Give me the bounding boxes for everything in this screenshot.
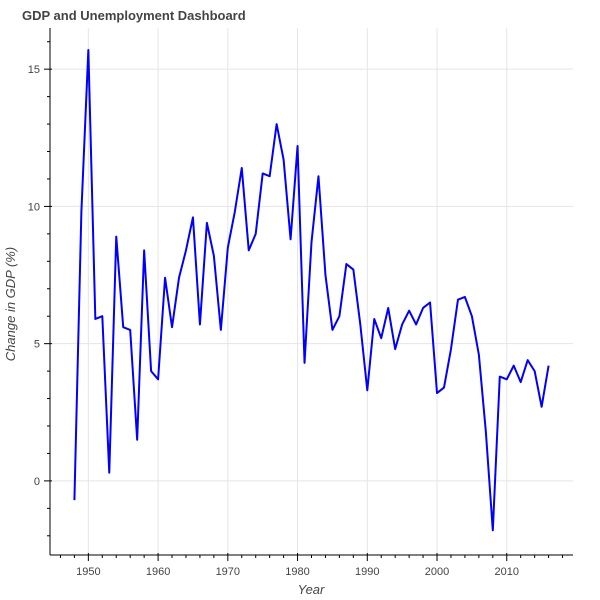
x-tick-label: 1970 [216,566,240,578]
y-tick-label: 10 [28,201,40,213]
chart-title: GDP and Unemployment Dashboard [22,8,246,23]
x-axis-title: Year [298,582,325,597]
y-axis-title: Change in GDP (%) [3,247,18,361]
x-tick-label: 2010 [495,566,519,578]
series-layer [73,48,550,532]
y-tick-label: 5 [34,339,40,351]
y-tick-label: 0 [34,476,40,488]
x-tick-label: 1950 [76,566,100,578]
x-tick-label: 1990 [355,566,379,578]
grid-lines [50,28,573,555]
gdp-change-line [73,48,550,532]
x-tick-label: 1960 [146,566,170,578]
y-tick-label: 15 [28,64,40,76]
axes: 1950 1960 1970 1980 1990 2000 2010 0 5 10 15 [28,28,573,578]
x-tick-label: 2000 [425,566,449,578]
x-tick-label: 1980 [285,566,309,578]
